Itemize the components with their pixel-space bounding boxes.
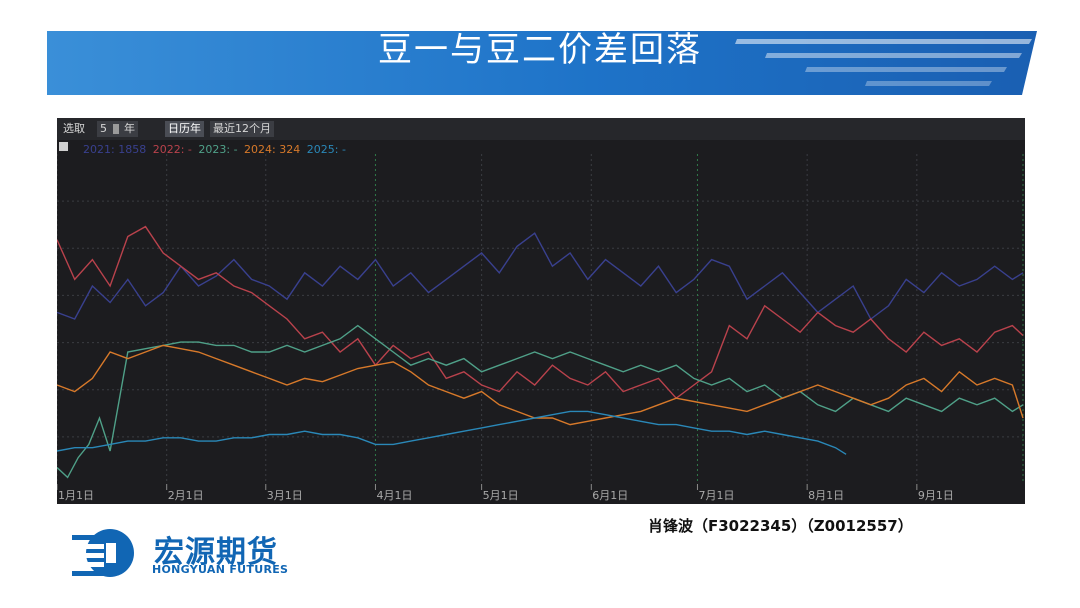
chart-legend: 2021: 1858 2022: - 2023: - 2024: 324 202… bbox=[83, 143, 349, 156]
chart-panel: 选取 5 年 日历年 最近12个月 2021: 1858 2022: - 202… bbox=[57, 118, 1025, 504]
series-line-2024 bbox=[57, 344, 1024, 426]
x-tick-label: 6月1日 bbox=[592, 489, 628, 502]
x-tick-label: 7月1日 bbox=[698, 489, 734, 502]
x-tick-label: 1月1日 bbox=[58, 489, 94, 502]
years-unit: 年 bbox=[124, 122, 135, 135]
years-stepper[interactable]: 5 年 bbox=[97, 121, 138, 137]
series-line-2022 bbox=[57, 225, 1024, 400]
logo-cn-text: 宏源期货 bbox=[154, 535, 278, 570]
series-line-2021 bbox=[57, 232, 1024, 321]
logo-en-text: HONGYUAN FUTURES bbox=[152, 563, 289, 576]
page-title: 豆一与豆二价差回落 bbox=[378, 30, 702, 70]
x-tick-label: 4月1日 bbox=[376, 489, 412, 502]
logo-emblem-icon bbox=[72, 529, 134, 577]
x-tick-label: 3月1日 bbox=[267, 489, 303, 502]
legend-toggle-icon[interactable] bbox=[59, 142, 68, 151]
chart-toolbar: 选取 5 年 日历年 最近12个月 bbox=[57, 118, 1025, 140]
x-tick-label: 2月1日 bbox=[168, 489, 204, 502]
legend-2025: 2025: - bbox=[306, 143, 346, 156]
select-label: 选取 bbox=[63, 122, 85, 135]
years-value: 5 bbox=[100, 122, 107, 135]
x-tick-label: 8月1日 bbox=[808, 489, 844, 502]
author-credit: 肖锋波（F3022345）（Z0012557） bbox=[648, 517, 913, 535]
company-logo: 宏源期货 HONGYUAN FUTURES bbox=[72, 527, 312, 579]
title-banner bbox=[47, 31, 1037, 95]
plot-area: 1月1日 2月1日 3月1日 4月1日 5月1日 6月1日 7月1日 8月1日 9月1日 bbox=[57, 154, 1025, 504]
legend-2024: 2024: 324 bbox=[244, 143, 301, 156]
last-12-months-button[interactable]: 最近12个月 bbox=[210, 121, 274, 137]
calendar-year-button[interactable]: 日历年 bbox=[165, 121, 204, 137]
series-line-2025 bbox=[57, 410, 847, 455]
legend-2022: 2022: - bbox=[152, 143, 192, 156]
stepper-icon[interactable] bbox=[112, 124, 119, 134]
x-axis-band bbox=[57, 484, 1025, 504]
legend-2023: 2023: - bbox=[198, 143, 238, 156]
legend-2021: 2021: 1858 bbox=[83, 143, 147, 156]
x-tick-label: 9月1日 bbox=[918, 489, 954, 502]
x-tick-label: 5月1日 bbox=[483, 489, 519, 502]
